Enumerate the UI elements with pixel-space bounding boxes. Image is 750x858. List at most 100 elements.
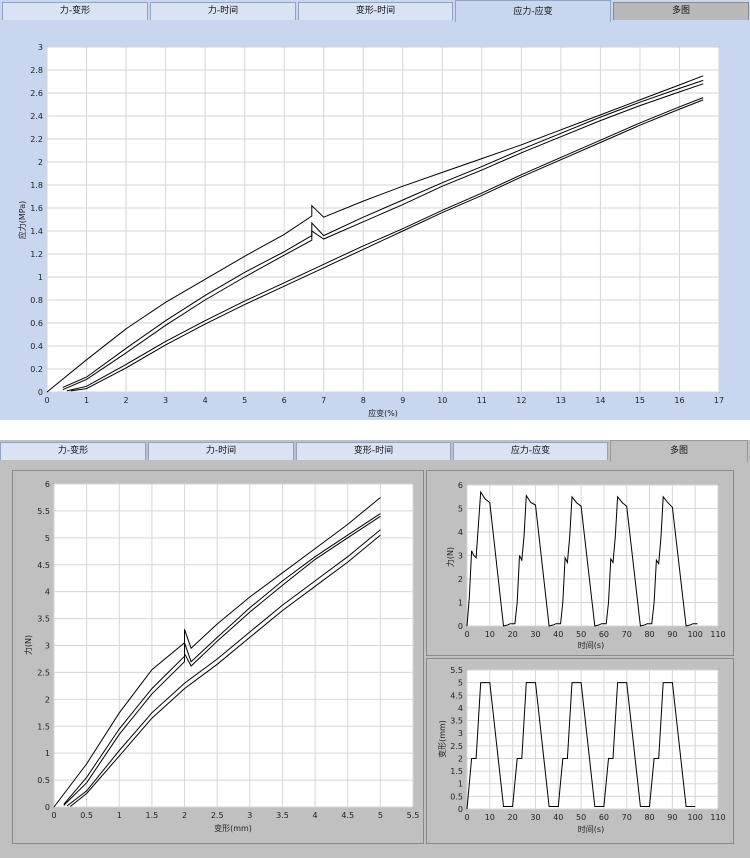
y-tick-label: 3 <box>458 729 463 738</box>
x-tick-label: 17 <box>714 396 724 405</box>
y-tick-label: 4.5 <box>450 691 463 700</box>
y-tick-label: 1 <box>458 780 463 789</box>
y-tick-label: 2.2 <box>30 135 43 144</box>
tab-force-time[interactable]: 力-时间 <box>150 2 296 20</box>
deformation-time-chart: 0 10 20 30 40 50 60 70 80 90 100 110 0 0.5 1 1.5 2 2.5 3 3.… <box>437 666 726 834</box>
y-axis-label: 变形(mm) <box>437 720 447 758</box>
tab-stress-strain[interactable]: 应力-应变 <box>455 0 611 22</box>
series-line-1 <box>466 682 696 810</box>
force-time-frame: 0 10 20 30 40 50 60 70 80 90 100 110 0 1 2 3 4 5 6 时间(s) 力… <box>426 470 734 656</box>
x-axis-label: 变形(mm) <box>214 823 252 833</box>
y-tick-label: 0.5 <box>37 776 50 785</box>
x-tick-label: 5 <box>378 811 383 820</box>
y-tick-label: 0.5 <box>450 792 463 801</box>
y-tick-label: 2.6 <box>30 89 43 98</box>
y-tick-label: 5 <box>458 679 463 688</box>
x-tick-label: 2 <box>124 396 129 405</box>
x-tick-label: 20 <box>508 813 518 822</box>
y-tick-label: 6 <box>45 480 50 489</box>
series-line-3 <box>62 83 704 391</box>
tab-stress-strain[interactable]: 应力-应变 <box>453 442 608 460</box>
x-tick-label: 10 <box>485 630 495 639</box>
x-tick-label: 10 <box>485 813 495 822</box>
y-tick-label: 1 <box>45 749 50 758</box>
y-tick-label: 3.5 <box>37 615 50 624</box>
x-tick-label: 50 <box>576 630 586 639</box>
tab-force-deformation[interactable]: 力-变形 <box>2 2 148 20</box>
tab-multi-chart[interactable]: 多图 <box>610 440 748 462</box>
y-tick-label: 2.5 <box>450 742 463 751</box>
series-line-4 <box>66 529 381 807</box>
x-tick-label: 2.5 <box>211 811 224 820</box>
series-line-2 <box>63 513 381 805</box>
y-tick-label: 1.5 <box>450 767 463 776</box>
x-tick-label: 16 <box>674 396 684 405</box>
y-tick-label: 1 <box>458 599 463 608</box>
x-tick-label: 3.5 <box>276 811 289 820</box>
x-tick-label: 0 <box>464 630 469 639</box>
x-tick-label: 1 <box>117 811 122 820</box>
x-tick-label: 0 <box>464 813 469 822</box>
x-tick-label: 15 <box>635 396 645 405</box>
x-tick-label: 8 <box>361 396 366 405</box>
x-axis-label: 应变(%) <box>368 408 398 418</box>
x-tick-label: 0 <box>44 396 49 405</box>
top-tab-bar: 力-变形 力-时间 变形-时间 应力-应变 多图 <box>0 0 750 22</box>
x-tick-label: 12 <box>516 396 526 405</box>
x-tick-label: 9 <box>400 396 405 405</box>
y-tick-label: 4 <box>45 588 50 597</box>
series-line-3 <box>63 515 381 806</box>
series-line-2 <box>62 79 704 388</box>
y-tick-label: 2 <box>38 158 43 167</box>
y-tick-label: 1.6 <box>30 204 43 213</box>
y-tick-label: 1.8 <box>30 181 43 190</box>
x-tick-label: 4 <box>313 811 318 820</box>
tab-force-time[interactable]: 力-时间 <box>148 442 294 460</box>
x-tick-label: 100 <box>688 630 703 639</box>
plot-area <box>46 46 720 393</box>
y-tick-label: 3.5 <box>450 717 463 726</box>
y-tick-label: 2.4 <box>30 112 43 121</box>
y-tick-label: 4.5 <box>37 561 50 570</box>
y-tick-label: 3 <box>458 552 463 561</box>
series-line-5 <box>69 534 381 807</box>
series-line-5 <box>70 99 704 392</box>
x-tick-label: 30 <box>530 813 540 822</box>
bottom-tab-bar: 力-变形 力-时间 变形-时间 应力-应变 多图 <box>0 440 750 462</box>
y-tick-label: 0 <box>45 803 50 812</box>
y-tick-label: 0.8 <box>30 296 43 305</box>
x-tick-label: 13 <box>556 396 566 405</box>
series-line-1 <box>46 75 704 393</box>
x-tick-label: 70 <box>622 813 632 822</box>
x-tick-label: 110 <box>710 630 725 639</box>
x-tick-label: 2 <box>182 811 187 820</box>
x-tick-label: 100 <box>688 813 703 822</box>
x-tick-label: 7 <box>321 396 326 405</box>
y-tick-label: 4 <box>458 528 463 537</box>
x-tick-label: 60 <box>599 813 609 822</box>
y-tick-label: 2 <box>45 695 50 704</box>
x-tick-label: 50 <box>576 813 586 822</box>
x-tick-label: 90 <box>667 813 677 822</box>
y-tick-label: 0.2 <box>30 365 43 374</box>
deformation-time-frame: 0 10 20 30 40 50 60 70 80 90 100 110 0 0.5 1 1.5 2 2.5 3 3.… <box>426 658 734 844</box>
x-axis-label: 时间(s) <box>578 824 604 834</box>
y-tick-label: 0 <box>458 622 463 631</box>
tab-force-deformation[interactable]: 力-变形 <box>0 442 146 460</box>
tab-deformation-time[interactable]: 变形-时间 <box>298 2 453 20</box>
series-line-1 <box>466 490 698 627</box>
x-tick-label: 10 <box>437 396 447 405</box>
x-tick-label: 20 <box>508 630 518 639</box>
y-tick-label: 2 <box>458 575 463 584</box>
x-tick-label: 110 <box>710 813 725 822</box>
y-tick-label: 0 <box>458 805 463 814</box>
x-tick-label: 3 <box>247 811 252 820</box>
x-axis-label: 时间(s) <box>578 640 604 650</box>
y-tick-label: 1.5 <box>37 722 50 731</box>
tab-multi-chart[interactable]: 多图 <box>613 2 749 20</box>
tab-deformation-time[interactable]: 变形-时间 <box>296 442 451 460</box>
x-tick-label: 3 <box>163 396 168 405</box>
x-tick-label: 11 <box>477 396 487 405</box>
stress-strain-panel: 力-变形 力-时间 变形-时间 应力-应变 多图 0 1 2 3 4 5 6 7 8 9 10 11 1… <box>0 0 750 420</box>
y-tick-label: 3 <box>45 642 50 651</box>
